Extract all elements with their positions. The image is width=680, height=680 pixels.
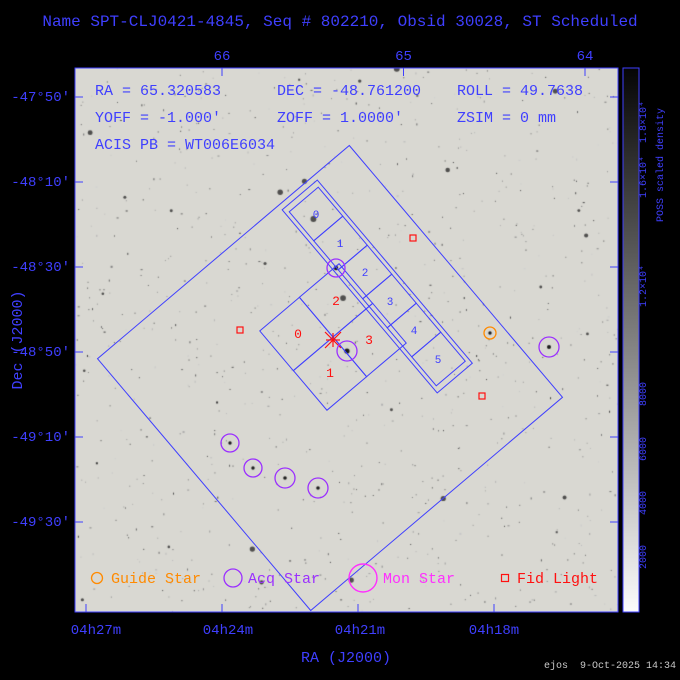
guide-star-marker[interactable] (483, 326, 497, 340)
acis-pb-value: ACIS PB = WT006E6034 (95, 137, 275, 154)
left-axis-labels: -47°50' -48°10' -48°30' -48°50' -49°10' … (11, 90, 70, 531)
top-tick-label: 64 (577, 49, 594, 65)
acq-star-marker[interactable] (274, 467, 296, 489)
colorbar-title: POSS scaled density (655, 108, 667, 222)
legend-guide-star-icon (90, 571, 104, 585)
acis-i-chip-3 (332, 302, 407, 378)
fid-light-marker (236, 326, 244, 334)
legend-guide-star-label: Guide Star (111, 571, 201, 588)
colorbar (622, 67, 640, 613)
fov-outline[interactable] (96, 144, 564, 612)
acq-star-marker[interactable] (243, 458, 263, 478)
s-chip-label: 4 (411, 326, 418, 338)
colorbar-tick-label: 2000 (639, 545, 650, 569)
ra-tick-label: 04h27m (71, 623, 121, 639)
colorbar-tick-label: 1.6×10⁴ (638, 156, 650, 198)
colorbar-tick-label: 4000 (639, 491, 650, 515)
legend-fid-light-label: Fid Light (517, 571, 598, 588)
observation-info: RA = 65.320583 DEC = -48.761200 ROLL = 4… (95, 83, 583, 154)
acq-stars[interactable] (220, 258, 560, 499)
acis-s-array[interactable] (281, 179, 474, 394)
s-chip-label: 5 (435, 355, 442, 367)
top-axis-labels: 66 65 64 (214, 49, 594, 65)
top-tick-label: 65 (395, 49, 412, 65)
axis-ticks (75, 68, 618, 612)
legend-mon-star-icon (348, 563, 378, 593)
dec-tick-label: -48°10' (11, 175, 70, 191)
fid-light-marker (478, 392, 486, 400)
s-chip-label: 2 (362, 268, 369, 280)
colorbar-labels: 2000 4000 6000 8000 1.2×10⁴ 1.6×10⁴ 1.8×… (638, 101, 650, 569)
acq-star-marker[interactable] (326, 258, 346, 278)
legend-acq-star-label: Acq Star (248, 571, 320, 588)
legend: Guide Star Acq Star Mon Star Fid Light (90, 563, 598, 593)
dec-value: DEC = -48.761200 (277, 83, 421, 100)
status-line: ejos 9-Oct-2025 14:34 (543, 661, 676, 672)
roll-value: ROLL = 49.7638 (457, 83, 583, 100)
colorbar-tick-label: 8000 (639, 382, 650, 406)
legend-acq-star-icon (223, 568, 243, 588)
colorbar-tick-label: 1.8×10⁴ (638, 101, 650, 143)
i-chip-label: 0 (294, 327, 302, 342)
dec-tick-label: -48°30' (11, 260, 70, 276)
s-chip-label: 1 (337, 239, 344, 251)
acis-i-array[interactable] (259, 263, 407, 411)
acis-s-chip-5 (411, 331, 466, 387)
colorbar-tick-label: 1.2×10⁴ (638, 265, 650, 307)
ra-tick-label: 04h21m (335, 623, 385, 639)
observation-title: Name SPT-CLJ0421-4845, Seq # 802210, Obs… (42, 13, 638, 31)
dec-tick-label: -47°50' (11, 90, 70, 106)
acis-s-outline (281, 179, 474, 394)
acq-star-marker[interactable] (220, 433, 240, 453)
dec-axis-title: Dec (J2000) (10, 290, 27, 389)
acis-i-chip-labels: 0 1 2 3 (294, 294, 373, 381)
acq-star-marker[interactable] (538, 336, 560, 358)
i-chip-label: 1 (326, 366, 334, 381)
ra-tick-label: 04h24m (203, 623, 253, 639)
i-chip-label: 2 (332, 294, 340, 309)
legend-fid-light-icon (500, 573, 510, 583)
ra-value: RA = 65.320583 (95, 83, 221, 100)
bottom-axis-labels: 04h27m 04h24m 04h21m 04h18m (71, 623, 519, 639)
dec-tick-label: -48°50' (11, 345, 70, 361)
ra-tick-label: 04h18m (469, 623, 519, 639)
legend-mon-star-label: Mon Star (383, 571, 455, 588)
fid-light-marker (409, 234, 417, 242)
dec-tick-label: -49°10' (11, 430, 70, 446)
colorbar-tick-label: 6000 (639, 437, 650, 461)
zoff-value: ZOFF = 1.0000' (277, 110, 403, 127)
dec-tick-label: -49°30' (11, 515, 70, 531)
acq-star-marker[interactable] (307, 477, 329, 499)
acq-star-marker[interactable] (336, 340, 358, 362)
top-tick-label: 66 (214, 49, 231, 65)
plot-frame (74, 67, 619, 613)
yoff-value: YOFF = -1.000' (95, 110, 221, 127)
fid-lights (236, 234, 486, 400)
s-chip-label: 0 (313, 210, 320, 222)
acis-s-chip-labels: 0 1 2 3 4 5 (313, 210, 442, 367)
zsim-value: ZSIM = 0 mm (457, 110, 556, 127)
s-chip-label: 3 (387, 297, 394, 309)
sky-survey-image[interactable] (75, 68, 618, 612)
i-chip-label: 3 (365, 333, 373, 348)
ra-axis-title: RA (J2000) (301, 650, 391, 667)
